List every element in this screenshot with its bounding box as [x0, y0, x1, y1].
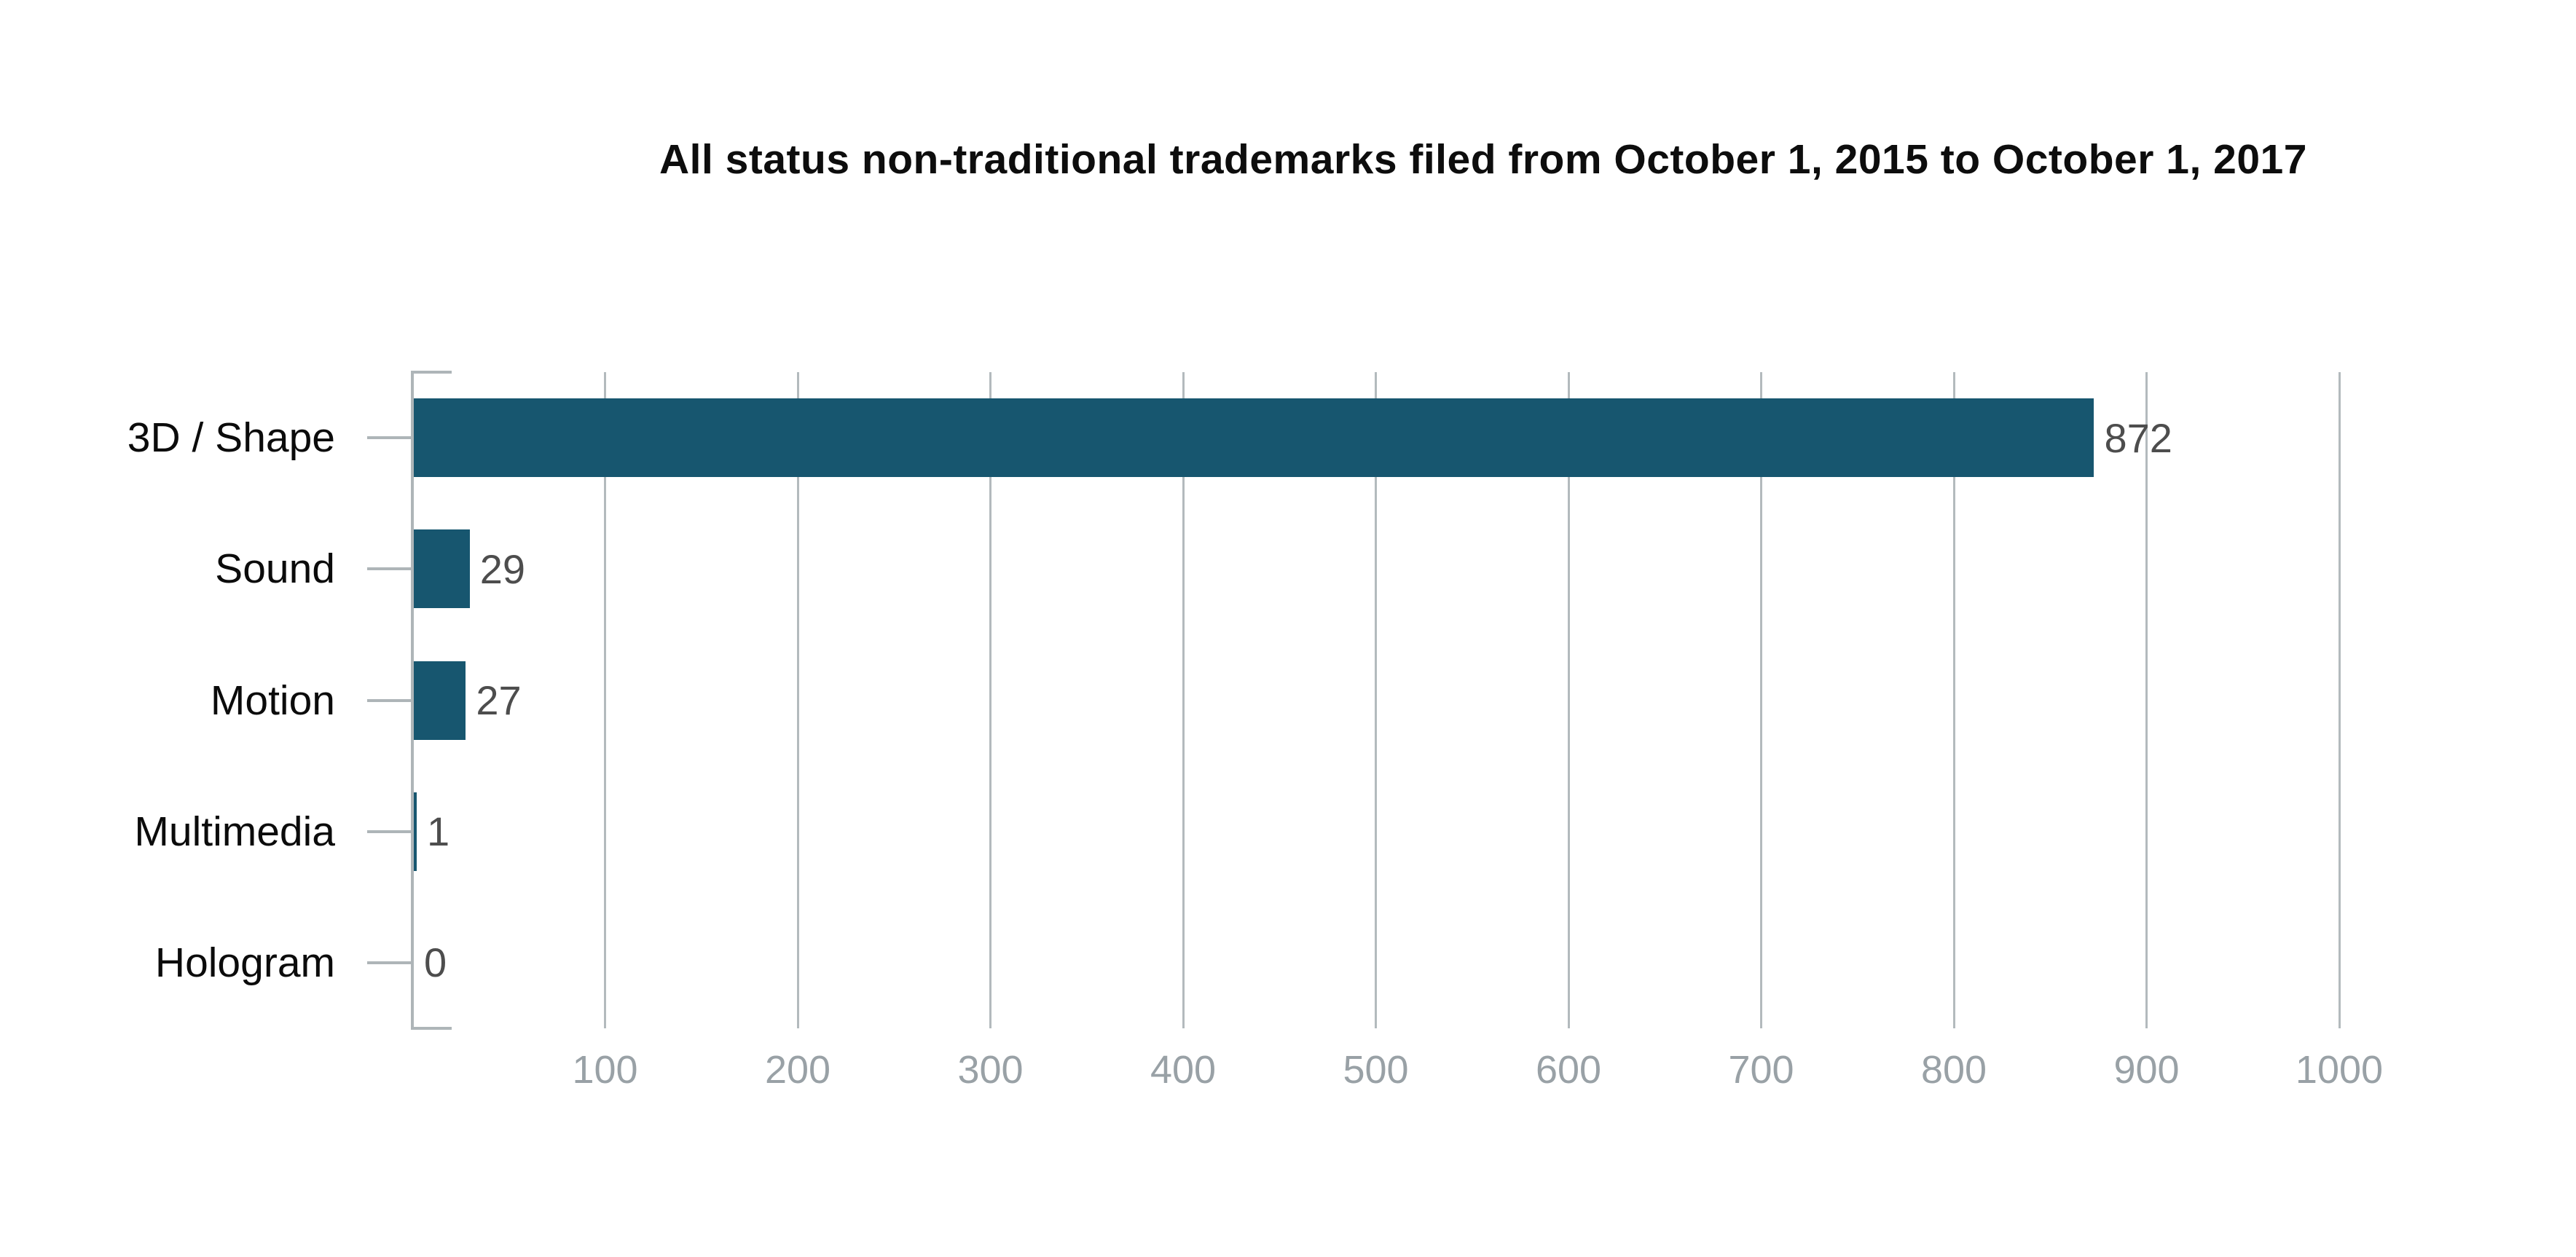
x-tick-label-900: 900 — [2113, 1048, 2180, 1092]
bar-motion — [414, 661, 466, 740]
category-tick-sound — [367, 567, 412, 571]
category-label-multimedia: Multimedia — [134, 808, 335, 855]
y-axis-bottom-cap — [411, 1027, 452, 1030]
category-label-motion: Motion — [210, 677, 335, 724]
value-label-hologram: 0 — [424, 939, 447, 986]
chart-title: All status non-traditional trademarks fi… — [659, 136, 2307, 183]
x-tick-label-1000: 1000 — [2295, 1048, 2384, 1092]
gridline-600 — [1567, 372, 1570, 1028]
y-axis-line — [411, 372, 414, 1028]
x-tick-label-600: 600 — [1535, 1048, 1602, 1092]
value-label-multimedia: 1 — [427, 808, 450, 855]
value-label-3d-shape: 872 — [2104, 414, 2172, 461]
gridline-800 — [1952, 372, 1955, 1028]
gridline-700 — [1760, 372, 1762, 1028]
x-tick-label-500: 500 — [1343, 1048, 1409, 1092]
category-tick-3d-shape — [367, 436, 412, 440]
x-tick-label-200: 200 — [764, 1048, 831, 1092]
gridline-400 — [1182, 372, 1185, 1028]
category-label-hologram: Hologram — [154, 939, 335, 986]
value-label-sound: 29 — [479, 545, 525, 592]
value-label-motion: 27 — [476, 677, 522, 723]
category-tick-hologram — [367, 961, 412, 964]
x-tick-label-400: 400 — [1150, 1048, 1217, 1092]
gridline-500 — [1375, 372, 1377, 1028]
category-tick-motion — [367, 698, 412, 702]
x-tick-label-100: 100 — [572, 1048, 638, 1092]
category-tick-multimedia — [367, 830, 412, 833]
gridline-900 — [2145, 372, 2148, 1028]
category-label-3d-shape: 3D / Shape — [127, 414, 335, 462]
x-tick-label-800: 800 — [1920, 1048, 1987, 1092]
bar-multimedia — [414, 792, 417, 871]
gridline-300 — [989, 372, 991, 1028]
bar-3d-shape — [414, 398, 2094, 478]
bar-sound — [414, 529, 470, 609]
x-tick-label-700: 700 — [1728, 1048, 1794, 1092]
x-tick-label-300: 300 — [957, 1048, 1024, 1092]
gridline-100 — [604, 372, 606, 1028]
y-axis-top-cap — [411, 371, 452, 374]
gridline-200 — [796, 372, 799, 1028]
category-label-sound: Sound — [215, 545, 335, 593]
gridline-1000 — [2338, 372, 2341, 1028]
